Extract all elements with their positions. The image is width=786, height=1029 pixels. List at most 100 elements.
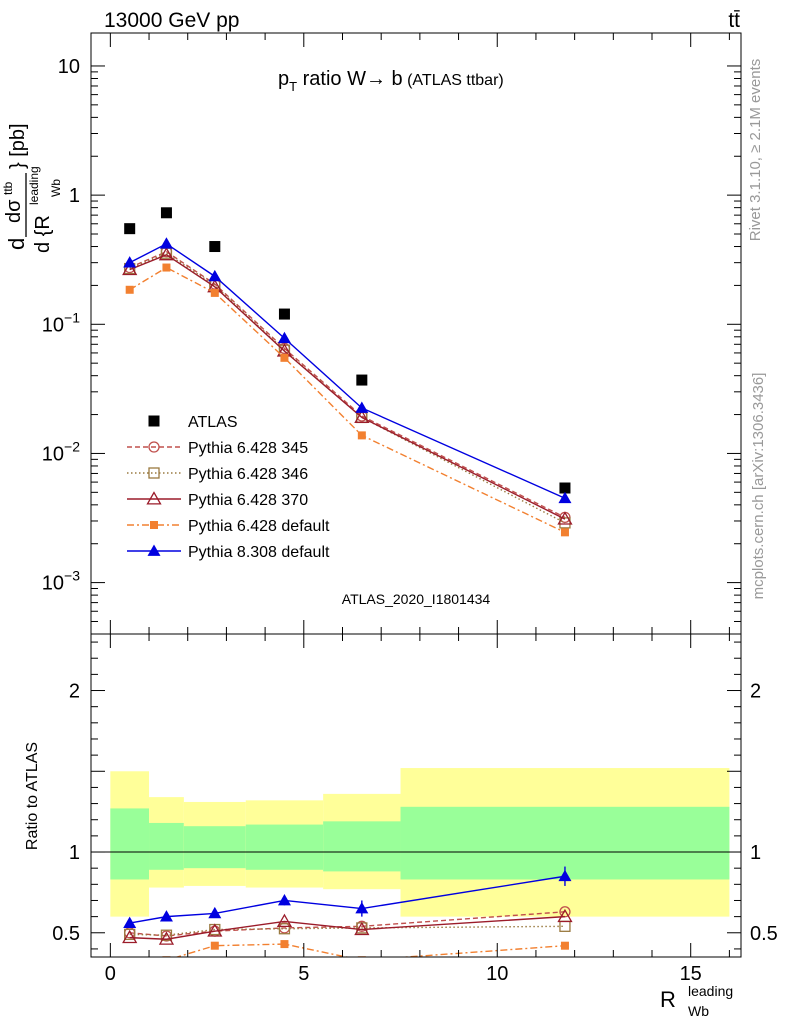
ratio-ytick-label-2: 2 xyxy=(69,681,80,703)
legend-marker-p346 xyxy=(148,467,160,479)
ratio-ytick-label-0: 0.5 xyxy=(52,923,80,945)
ratio-ytick-label-1: 1 xyxy=(69,842,80,864)
ylabel-d-bottom: d {R xyxy=(32,215,54,253)
ratio-point-p8-2 xyxy=(208,906,222,919)
ratio-series-group xyxy=(122,866,573,967)
main-ytick-label-1: 10−2 xyxy=(42,438,80,465)
point-pdef-5 xyxy=(560,528,569,537)
ratio-point-p370-1 xyxy=(158,931,175,945)
ylabel-dsigma: dσ xyxy=(3,199,25,223)
ratio-point-p346-3 xyxy=(278,923,291,935)
ratio-frame xyxy=(90,633,742,958)
legend-marker-p345 xyxy=(148,441,160,453)
ratio-point-pdef-5 xyxy=(560,941,569,950)
ratio-p346 xyxy=(124,920,571,941)
point-p8-3 xyxy=(277,331,291,344)
ylabel-d-top: d xyxy=(4,238,29,250)
title-sub: T xyxy=(289,79,297,94)
ratio-p370 xyxy=(122,908,573,945)
point-p370-4 xyxy=(354,409,370,423)
legend-marker-pdef xyxy=(150,521,158,529)
ratio-line-p8 xyxy=(129,875,566,924)
main-ytick-exp: −2 xyxy=(64,438,80,454)
series-atlas xyxy=(124,207,571,494)
xtick-label-3: 15 xyxy=(680,963,702,985)
ratio-point-p8-5 xyxy=(558,869,572,882)
point-p346-5 xyxy=(559,517,571,529)
legend-item-atlas: ATLAS xyxy=(148,414,238,431)
legend-item-p345: Pythia 6.428 345 xyxy=(127,440,308,457)
ratio-point-p370-5 xyxy=(557,908,573,923)
main-ytick-label-4: 10 xyxy=(58,56,80,78)
title-small: (ATLAS ttbar) xyxy=(403,72,504,89)
ratio-line-p370 xyxy=(129,915,566,940)
legend-label-p8: Pythia 8.308 default xyxy=(188,544,330,561)
point-p8-1 xyxy=(159,237,173,249)
legend-label-pdef: Pythia 6.428 default xyxy=(188,518,330,535)
ratio-point-p346-1 xyxy=(160,929,173,941)
ylabel-wb: Wb xyxy=(49,179,63,197)
main-ylabel: d dσ ttb d {R Wb leading} [pb] xyxy=(1,123,63,253)
band-inner-3 xyxy=(245,824,324,870)
ratio-point-p8-3 xyxy=(277,893,291,906)
ylabel-leading: leading xyxy=(27,166,41,205)
legend-label-p345: Pythia 6.428 345 xyxy=(188,440,308,457)
chart-title: pT ratio W→ b (ATLAS ttbar) xyxy=(278,68,504,94)
point-p8-0 xyxy=(123,256,137,268)
ratio-point-p370-4 xyxy=(354,921,370,936)
ratio-point-p346-0 xyxy=(124,928,136,941)
legend-item-pdef: Pythia 6.428 default xyxy=(127,518,330,535)
point-p370-0 xyxy=(122,261,138,276)
point-p8-4 xyxy=(355,401,369,413)
line-p370 xyxy=(129,254,566,520)
legend-item-p346: Pythia 6.428 346 xyxy=(127,466,308,483)
point-pdef-0 xyxy=(125,285,134,294)
legend-label-p346: Pythia 6.428 346 xyxy=(188,466,308,483)
main-ytick-base: 10 xyxy=(42,573,64,595)
labels-group: 13000 GeV pp tt̄ pT ratio W→ b (ATLAS ttba… xyxy=(1,9,767,1019)
ylabel-unit: } [pb] xyxy=(7,123,29,169)
main-ytick-exp: −1 xyxy=(64,309,80,325)
point-atlas-0 xyxy=(124,223,136,235)
legend-label-atlas: ATLAS xyxy=(188,414,238,431)
point-atlas-3 xyxy=(278,308,290,320)
line-pdef xyxy=(129,266,566,533)
series-pdef xyxy=(125,263,569,537)
legend-marker-p8 xyxy=(147,544,161,556)
legend: ATLAS Pythia 6.428 345 Pythia 6.428 346 Pyt… xyxy=(127,414,330,561)
ratio-point-pdef-3 xyxy=(280,940,289,949)
line-p346 xyxy=(129,252,566,524)
ratio-point-p8-1 xyxy=(159,910,173,922)
point-p8-5 xyxy=(558,491,572,504)
ratio-point-p8-0 xyxy=(123,916,137,928)
band-inner-4 xyxy=(323,821,401,872)
point-p8-2 xyxy=(208,269,222,282)
legend-marker-atlas xyxy=(148,415,160,427)
ratio-point-pdef-2 xyxy=(210,941,219,950)
ratio-ylabel: Ratio to ATLAS xyxy=(24,742,41,850)
header-left: 13000 GeV pp xyxy=(104,9,239,32)
point-p370-5 xyxy=(557,511,573,525)
ratio-line-p346 xyxy=(129,925,565,936)
series-p346 xyxy=(124,247,571,529)
side-rivet: Rivet 3.1.10, ≥ 2.1M events xyxy=(747,59,764,242)
xlabel-sup: leading xyxy=(688,983,733,999)
point-pdef-2 xyxy=(210,288,219,297)
ylabel-ttb: ttb xyxy=(1,181,15,195)
ratio-ytick-label-right-2: 2 xyxy=(750,681,761,703)
legend-marker-p370 xyxy=(146,491,162,505)
point-atlas-4 xyxy=(356,374,368,386)
main-ytick-label-3: 1 xyxy=(69,185,80,207)
legend-item-p8: Pythia 8.308 default xyxy=(127,544,330,561)
main-series-group xyxy=(122,207,573,537)
title-p: p xyxy=(278,68,289,90)
side-mcplots: mcplots.cern.ch [arXiv:1306.3436] xyxy=(750,373,767,600)
xtick-label-2: 10 xyxy=(486,963,508,985)
ratio-point-pdef-0 xyxy=(126,959,134,967)
main-ytick-exp: −3 xyxy=(64,568,80,584)
watermark: ATLAS_2020_I1801434 xyxy=(342,591,491,607)
ratio-p8 xyxy=(123,866,572,928)
ratio-point-p370-3 xyxy=(276,913,293,927)
xtick-label-1: 5 xyxy=(298,963,309,985)
